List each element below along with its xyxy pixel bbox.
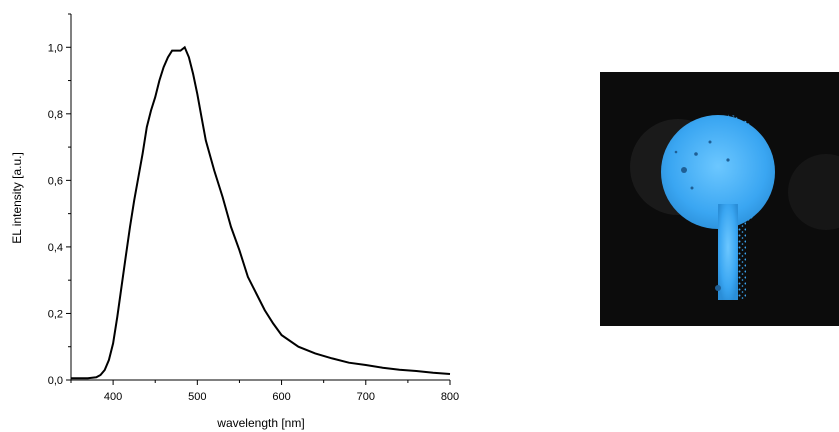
el-spectrum-chart: 400 500 600 700 800 0,0 0,2 0,4 0,6 0,8 1,0 wavel… bbox=[10, 13, 459, 430]
y-tick-label: 0,8 bbox=[48, 109, 63, 121]
x-tick-label: 700 bbox=[357, 391, 375, 403]
chart-axes bbox=[70, 14, 450, 381]
x-tick-label: 400 bbox=[104, 391, 122, 403]
x-axis-label: wavelength [nm] bbox=[216, 416, 304, 430]
x-tick-label: 600 bbox=[272, 391, 290, 403]
y-tick-label: 1,0 bbox=[48, 42, 63, 54]
y-tick-label: 0,4 bbox=[48, 242, 63, 254]
y-tick-label: 0,6 bbox=[48, 175, 63, 187]
y-tick-label: 0,0 bbox=[48, 375, 63, 387]
device-photo bbox=[600, 72, 839, 326]
x-tick-label: 800 bbox=[441, 391, 459, 403]
y-axis-ticks: 0,0 0,2 0,4 0,6 0,8 1,0 bbox=[48, 13, 71, 387]
x-axis-ticks: 400 500 600 700 800 bbox=[70, 380, 459, 403]
series-line bbox=[71, 45, 451, 380]
y-tick-label: 0,2 bbox=[48, 308, 63, 320]
x-tick-label: 500 bbox=[188, 391, 206, 403]
y-axis-label: EL intensity [a.u.] bbox=[10, 152, 24, 244]
